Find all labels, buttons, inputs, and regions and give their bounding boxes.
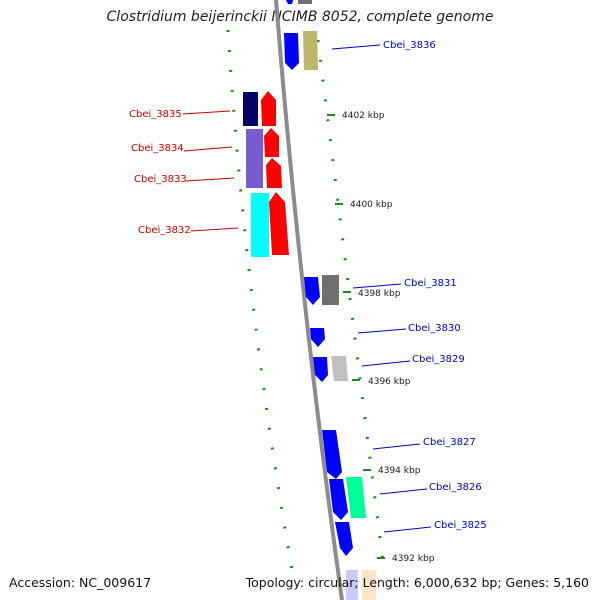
gene-arrow-blue[interactable] — [329, 479, 348, 520]
gene-arrow[interactable] — [298, 0, 312, 4]
kbp-tick: 4398 kbp — [343, 289, 401, 299]
genome-title: Clostridium beijerinckii NCIMB 8052, com… — [106, 9, 494, 25]
kbp-tick: 4402 kbp — [327, 111, 385, 121]
gene-arrow-cbei-3827[interactable] — [322, 430, 342, 479]
gene-arrow-cbei-3829[interactable] — [331, 356, 348, 381]
gene-label-cbei-3832[interactable]: Cbei_3832 — [138, 225, 191, 236]
gene-label-cbei-3827[interactable]: Cbei_3827 — [423, 437, 476, 448]
gene-arrow-cbei-3835[interactable] — [243, 92, 258, 126]
kbp-tick: 4396 kbp — [352, 377, 411, 387]
gene-arrow[interactable] — [346, 570, 358, 600]
gene-label-cbei-3833[interactable]: Cbei_3833 — [134, 174, 187, 185]
gene-label-cbei-3831[interactable]: Cbei_3831 — [404, 278, 457, 289]
kbp-tick-label: 4400 kbp — [350, 200, 393, 210]
gene-label-cbei-3834[interactable]: Cbei_3834 — [131, 143, 184, 154]
kbp-tick-label: 4402 kbp — [342, 111, 385, 121]
accession-label: Accession: NC_009617 — [9, 575, 152, 590]
kbp-tick: 4394 kbp — [363, 466, 421, 476]
gene-arrow-cbei-3825[interactable] — [335, 522, 353, 556]
gene-arrow-cbei-3826[interactable] — [346, 477, 366, 518]
kbp-tick-label: 4396 kbp — [368, 377, 411, 387]
gene-arrow-cbei-3836[interactable] — [303, 31, 318, 70]
kbp-tick-label: 4392 kbp — [392, 554, 435, 564]
outer-dotted-track — [226, 29, 294, 571]
gene-arrow[interactable] — [362, 570, 376, 600]
gene-label-cbei-3836[interactable]: Cbei_3836 — [383, 40, 436, 51]
kbp-tick: 4392 kbp — [377, 554, 435, 564]
topology-label: Topology: circular; Length: 6,000,632 bp… — [245, 575, 589, 590]
gene-arrow-cbei-3832[interactable] — [251, 193, 269, 257]
gene-label-cbei-3830[interactable]: Cbei_3830 — [408, 323, 461, 334]
gene-arrow-red[interactable] — [266, 158, 282, 188]
gene-label-cbei-3825[interactable]: Cbei_3825 — [434, 520, 487, 531]
gene-arrow-red[interactable] — [269, 192, 289, 255]
gene-label-cbei-3826[interactable]: Cbei_3826 — [429, 482, 482, 493]
gene-arrow-blue[interactable] — [284, 33, 299, 70]
kbp-tick-label: 4398 kbp — [358, 289, 401, 299]
kbp-tick: 4400 kbp — [335, 200, 393, 210]
gene-arrow[interactable] — [286, 0, 293, 4]
gene-arrow-blue[interactable] — [313, 357, 328, 382]
gene-arrow-blue[interactable] — [304, 277, 320, 305]
gene-arrow-cbei-3834[interactable] — [246, 129, 263, 188]
gene-label-cbei-3835[interactable]: Cbei_3835 — [129, 109, 182, 120]
gene-arrow-cbei-3831[interactable] — [322, 275, 339, 305]
gene-label-cbei-3829[interactable]: Cbei_3829 — [412, 354, 465, 365]
gene-arrow-red[interactable] — [264, 128, 279, 157]
kbp-tick-label: 4394 kbp — [378, 466, 421, 476]
gene-arrow-red[interactable] — [261, 91, 276, 126]
genome-backbone — [274, 0, 344, 600]
gene-arrow-cbei-3830[interactable] — [310, 328, 325, 347]
